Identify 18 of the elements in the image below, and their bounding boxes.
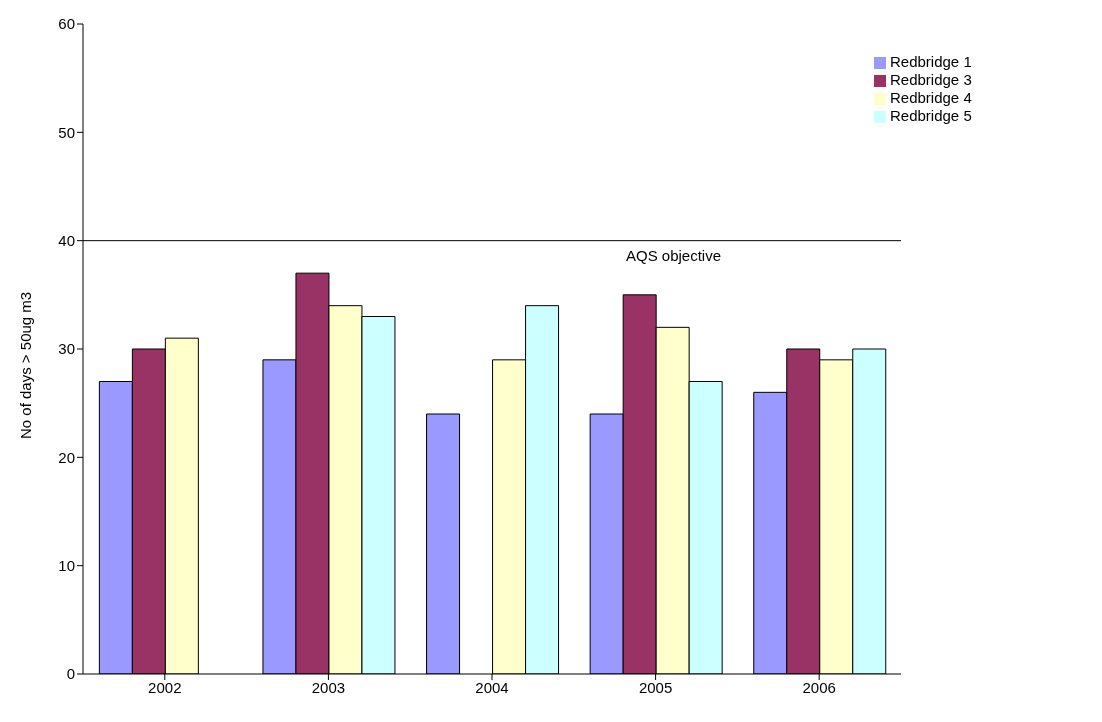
legend-label: Redbridge 1	[890, 53, 972, 70]
y-tick-label: 20	[58, 448, 75, 466]
y-tick-label: 50	[58, 123, 75, 141]
x-tick-label: 2004	[475, 678, 509, 696]
y-axis-title: No of days > 50ug m3	[17, 291, 35, 439]
x-tick-label: 2003	[311, 678, 346, 696]
y-tick-label: 40	[58, 231, 75, 249]
y-tick-label: 60	[58, 15, 75, 33]
x-tick-label: 2005	[638, 678, 673, 696]
x-tick-label: 2006	[802, 678, 836, 696]
y-tick-label: 30	[58, 340, 75, 358]
legend-label: Redbridge 3	[890, 71, 972, 88]
y-tick-label: 0	[66, 665, 75, 683]
legend-label: Redbridge 4	[890, 89, 972, 106]
legend-label: Redbridge 5	[890, 107, 972, 124]
x-tick-label: 2002	[148, 678, 182, 696]
y-tick-label: 10	[58, 556, 75, 574]
ref-line-label: AQS objective	[625, 247, 721, 265]
